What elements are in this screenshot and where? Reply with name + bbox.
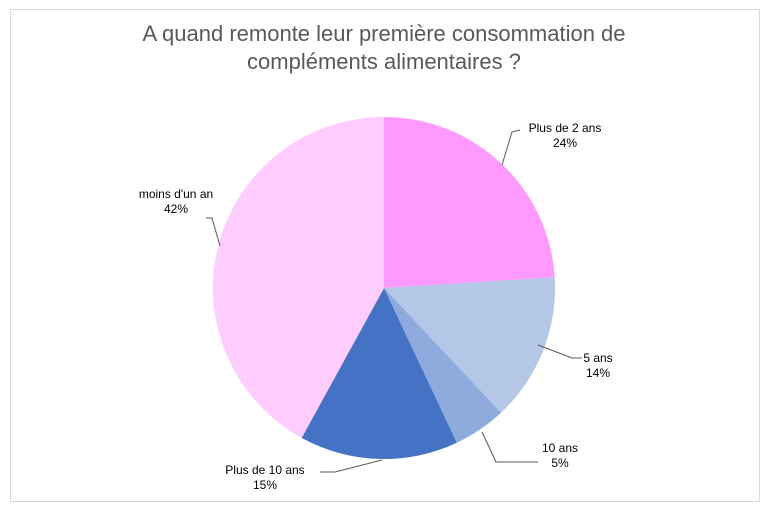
chart-title-line-2: compléments alimentaires ? [247, 49, 521, 74]
leader-line-5-ans [537, 344, 582, 359]
slice-label-plus-de-2-ans: Plus de 2 ans [529, 121, 602, 135]
slice-value-plus-de-2-ans: 24% [553, 136, 577, 150]
slice-label-5-ans: 5 ans [583, 351, 612, 365]
slice-label-plus-de-10-ans: Plus de 10 ans [225, 463, 304, 477]
slice-value-moins-d-un-an: 42% [164, 202, 188, 216]
leader-line-plus-de-2-ans [501, 129, 521, 166]
leader-line-moins-d-un-an [206, 217, 221, 247]
pie-slice-plus-de-10-ans [301, 288, 457, 460]
pie-slice-5-ans [384, 277, 555, 413]
chart-title-line-1: A quand remonte leur première consommati… [142, 21, 626, 46]
pie-slice-plus-de-2-ans [384, 117, 555, 288]
slice-value-10-ans: 5% [551, 456, 569, 470]
chart-title: A quand remonte leur première consommati… [0, 20, 768, 76]
slice-label-10-ans: 10 ans [542, 441, 578, 455]
slice-label-moins-d-un-an: moins d'un an [139, 187, 213, 201]
slice-value-plus-de-10-ans: 15% [253, 478, 277, 492]
slice-value-5-ans: 14% [586, 366, 610, 380]
pie-slice-10-ans [384, 288, 502, 443]
leader-line-10-ans [481, 431, 538, 463]
pie-slice-moins-d-un-an [212, 117, 384, 438]
leader-line-plus-de-10-ans [320, 459, 383, 473]
